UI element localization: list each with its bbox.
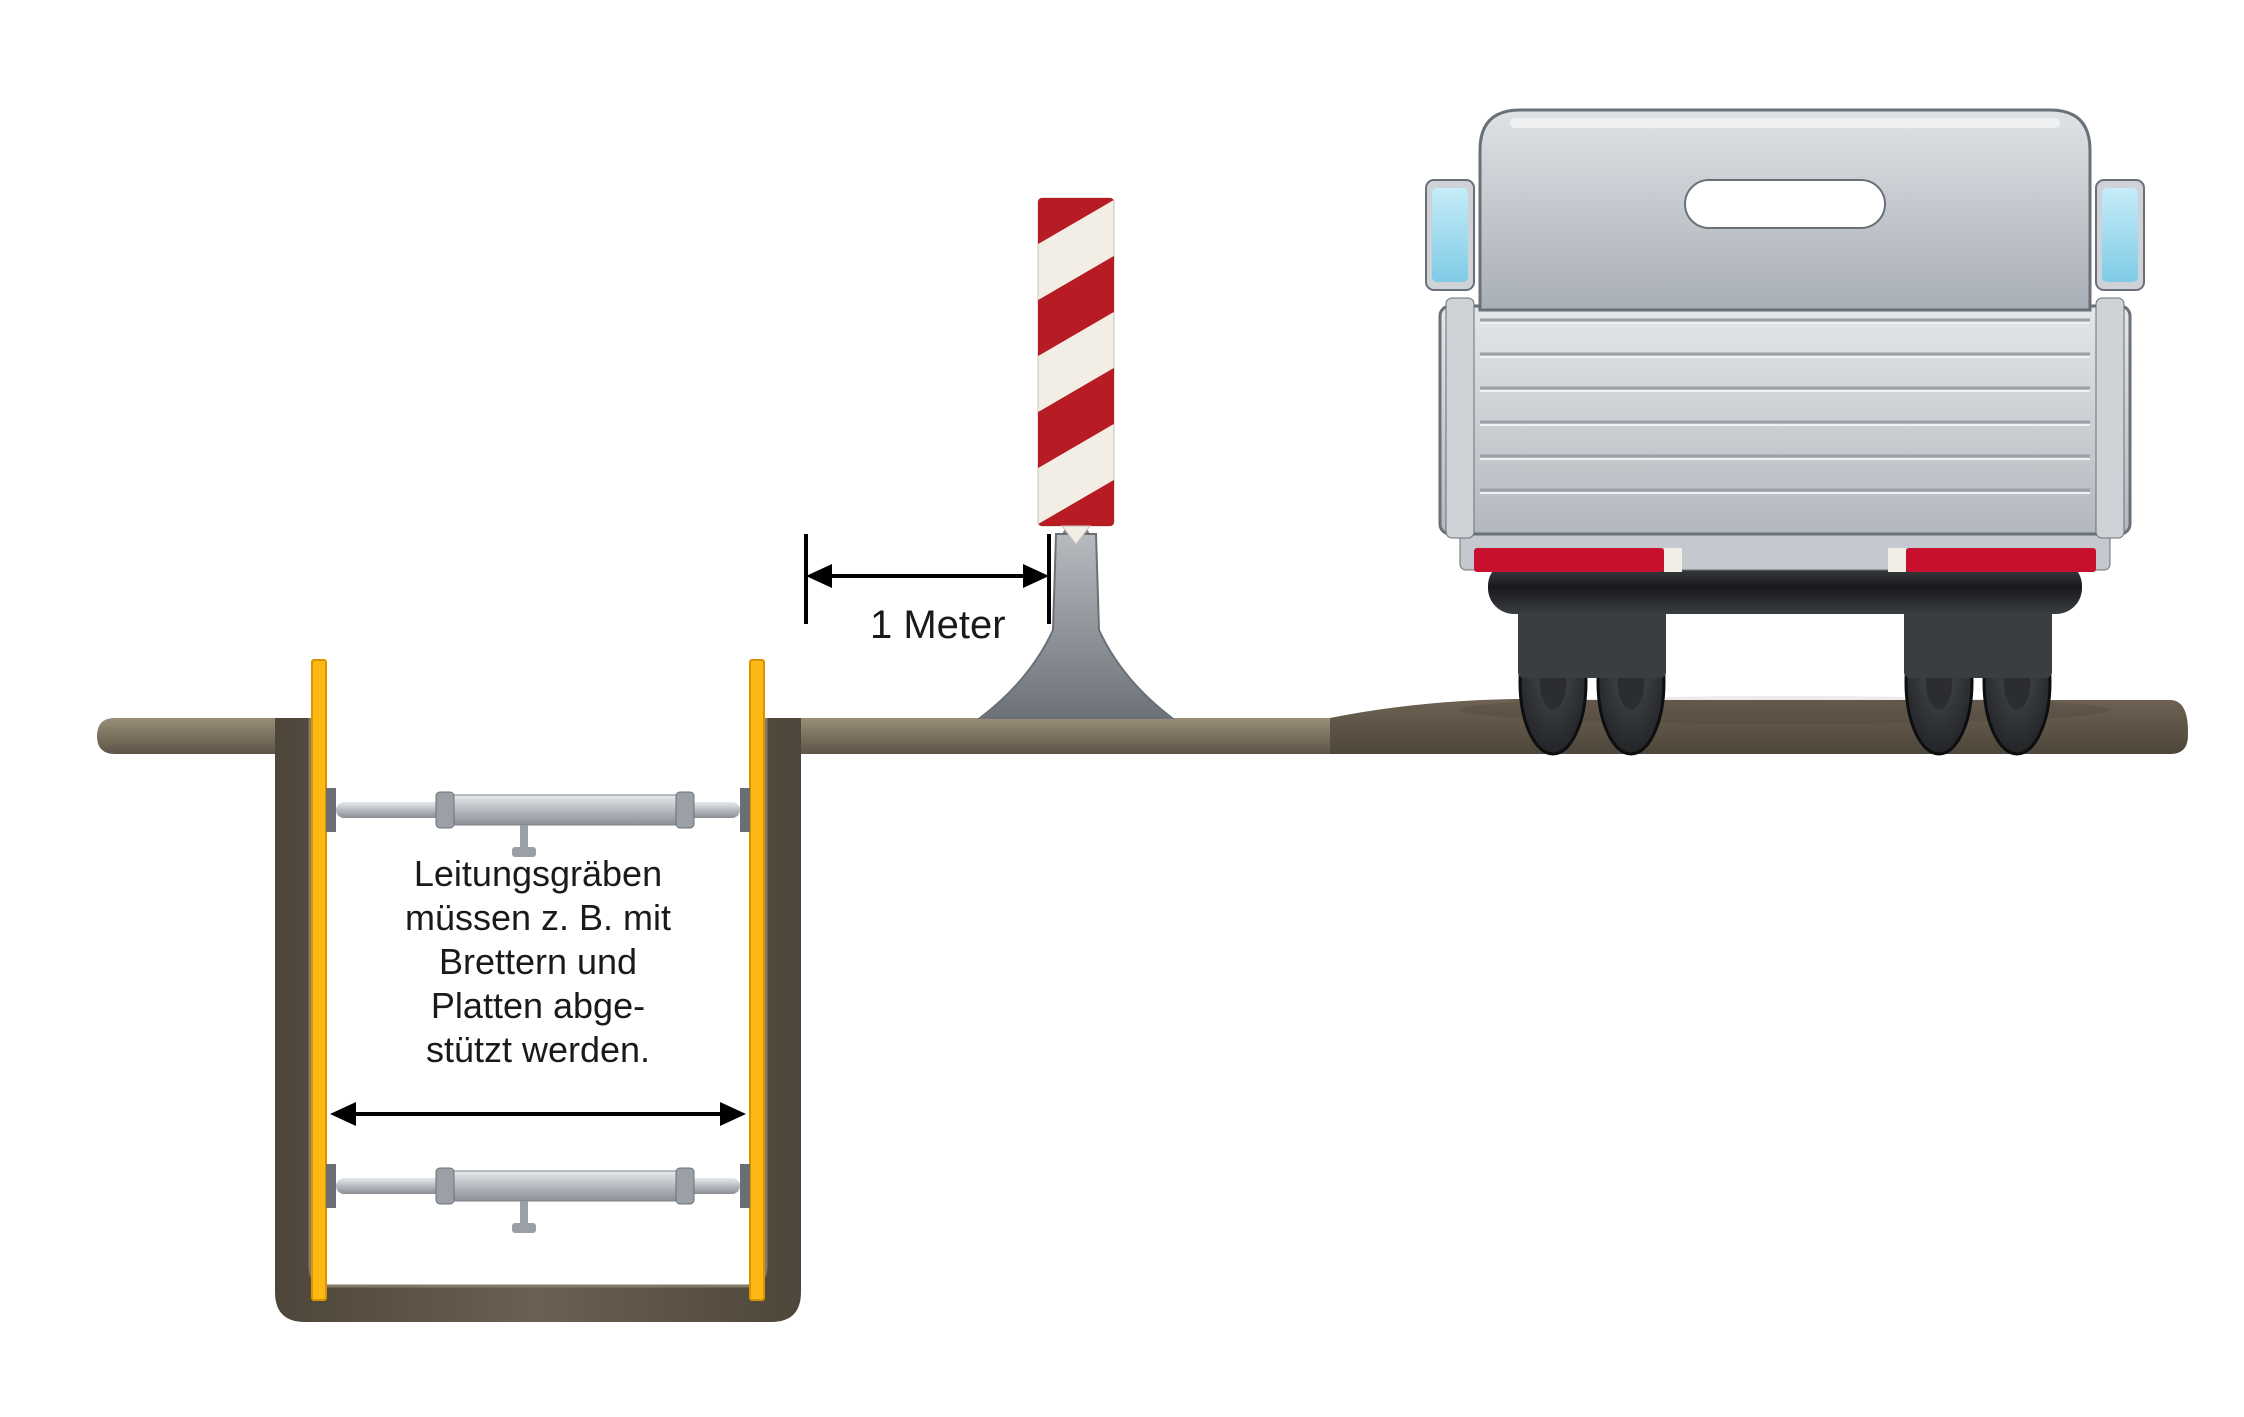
tail-reflector xyxy=(1474,548,1682,572)
mirror xyxy=(2096,180,2144,290)
tail-reflector xyxy=(1888,548,2096,572)
mudflap xyxy=(1904,608,2052,678)
dimension-one-meter: 1 Meter xyxy=(806,534,1049,647)
trench-note-label: Leitungsgräbenmüssen z. B. mitBrettern u… xyxy=(405,853,671,1070)
trench-note-line: Platten abge- xyxy=(431,985,645,1026)
truck-rear xyxy=(1426,110,2144,754)
trench-note-line: Leitungsgräben xyxy=(414,853,662,894)
trench-note-line: Brettern und xyxy=(439,941,637,982)
warning-beacon xyxy=(980,138,1172,718)
dimension-label: 1 Meter xyxy=(870,603,1006,647)
shoring-board xyxy=(750,660,764,1300)
truck-bed xyxy=(1440,298,2130,538)
trench-note-line: stützt werden. xyxy=(426,1029,650,1070)
mudflap xyxy=(1518,608,1666,678)
trench-width-arrow xyxy=(330,1102,746,1126)
mirror xyxy=(1426,180,1474,290)
trench-strut xyxy=(326,788,750,857)
beacon-base xyxy=(980,534,1172,718)
shoring-board xyxy=(312,660,326,1300)
diagram-root: 1 Meter Leitungsgräbenmüssen z. B. mitBr… xyxy=(0,0,2244,1417)
trench-note-line: müssen z. B. mit xyxy=(405,897,671,938)
trench-strut xyxy=(326,1164,750,1233)
truck-cab xyxy=(1480,110,2090,310)
